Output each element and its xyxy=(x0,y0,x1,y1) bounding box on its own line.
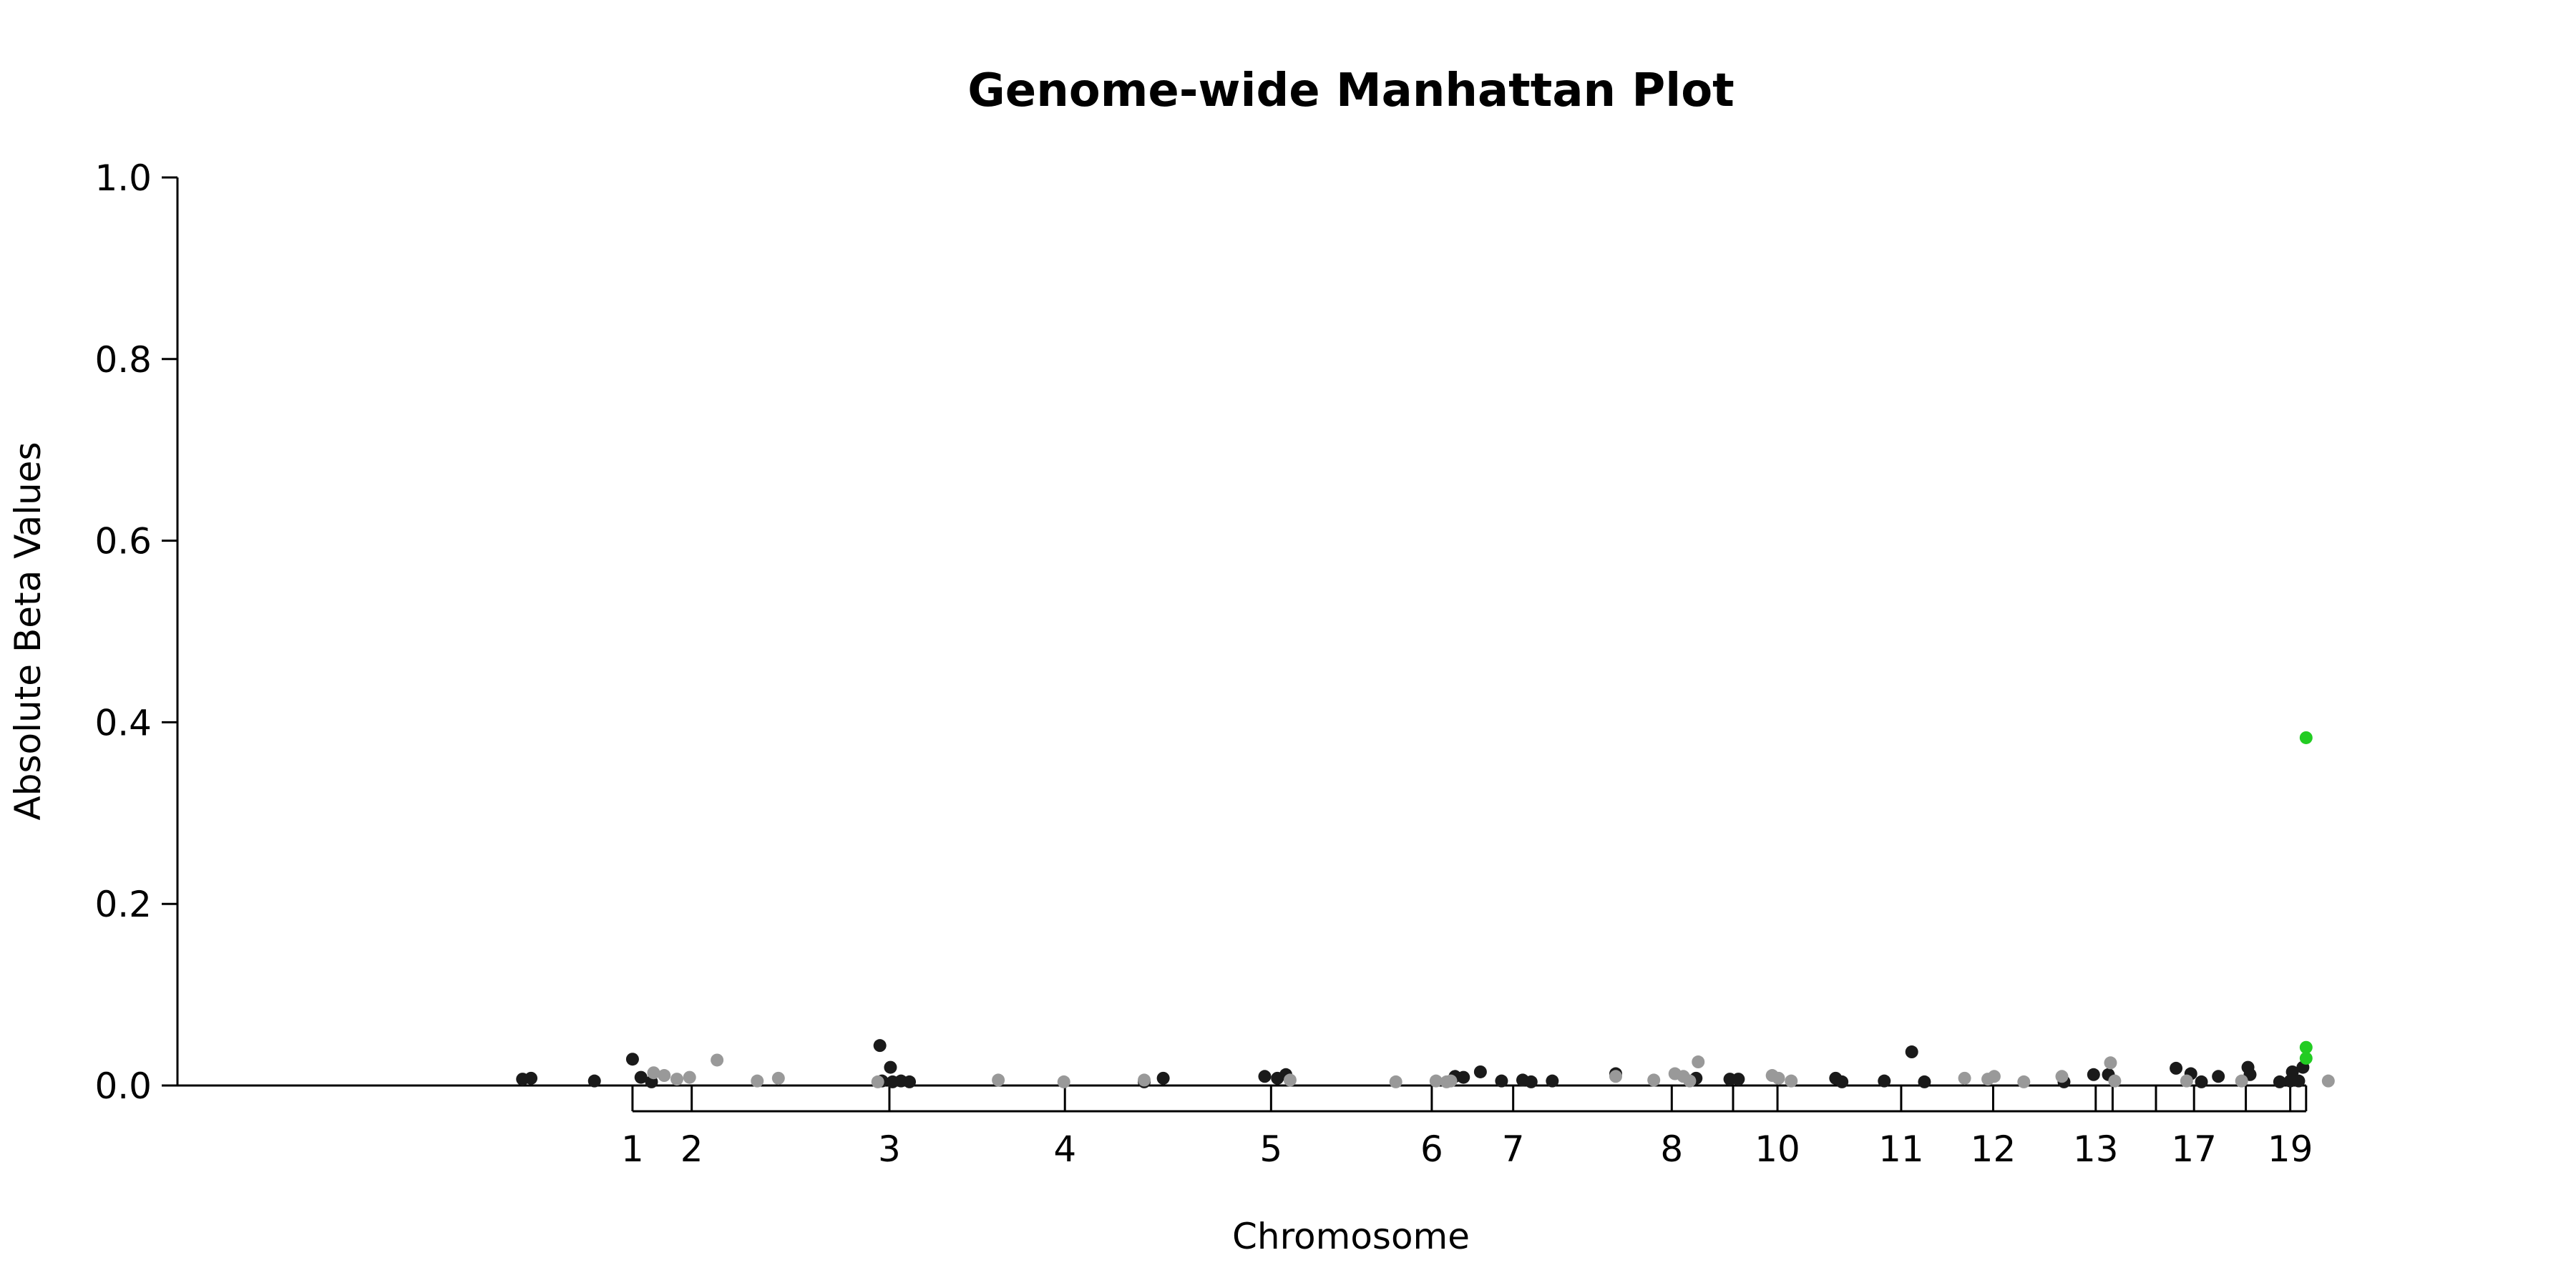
x-tick-label: 6 xyxy=(1420,1128,1443,1170)
x-tick-label: 7 xyxy=(1502,1128,1525,1170)
x-tick-label: 17 xyxy=(2171,1128,2217,1170)
data-point xyxy=(1546,1074,1559,1088)
data-point xyxy=(525,1071,538,1085)
x-tick-label: 10 xyxy=(1755,1128,1800,1170)
y-tick-label: 0.8 xyxy=(94,339,152,381)
y-axis: 0.0 0.2 0.4 0.6 0.8 1.0 xyxy=(94,157,179,1107)
data-point xyxy=(1473,1065,1487,1078)
x-tick-label: 1 xyxy=(621,1128,644,1170)
data-point xyxy=(873,1039,887,1053)
data-point xyxy=(1692,1055,1705,1069)
x-tick-label: 4 xyxy=(1053,1128,1076,1170)
data-point xyxy=(2017,1075,2031,1088)
y-tick-label: 0.4 xyxy=(94,702,152,743)
data-point xyxy=(1457,1070,1470,1084)
data-point xyxy=(2285,1065,2299,1078)
x-tick-label: 2 xyxy=(680,1128,703,1170)
y-axis-label: Absolute Beta Values xyxy=(7,442,49,821)
y-tick-label: 0.2 xyxy=(94,884,152,925)
x-axis: 1 2 3 4 5 6 7 8 10 11 12 13 17 19 xyxy=(177,1084,2313,1170)
x-tick-label: 3 xyxy=(878,1128,901,1170)
data-point xyxy=(647,1066,660,1080)
x-axis-label: Chromosome xyxy=(1232,1216,1470,1257)
data-point xyxy=(992,1073,1005,1087)
data-point xyxy=(903,1075,917,1088)
x-tick-label: 12 xyxy=(1971,1128,2016,1170)
data-point xyxy=(2180,1074,2193,1088)
data-point xyxy=(1283,1073,1297,1087)
data-point xyxy=(1138,1073,1151,1087)
data-point xyxy=(2299,731,2313,744)
data-point xyxy=(771,1071,785,1085)
data-point xyxy=(1495,1074,1508,1088)
data-point xyxy=(1905,1045,1918,1059)
x-tick-label: 11 xyxy=(1878,1128,1924,1170)
x-tick-label: 5 xyxy=(1259,1128,1282,1170)
data-point xyxy=(2299,1051,2313,1065)
x-tick-label: 8 xyxy=(1660,1128,1683,1170)
data-point xyxy=(871,1075,884,1088)
chart-title: Genome-wide Manhattan Plot xyxy=(967,64,1735,117)
data-point xyxy=(1057,1075,1070,1088)
data-point xyxy=(1732,1073,1745,1086)
data-point xyxy=(1918,1075,1931,1088)
data-point xyxy=(2292,1074,2306,1088)
data-point xyxy=(683,1070,696,1084)
y-tick-label: 0.6 xyxy=(94,521,152,562)
data-point xyxy=(1444,1074,1458,1088)
data-point xyxy=(711,1053,724,1067)
data-point xyxy=(1389,1075,1402,1088)
data-point xyxy=(1987,1070,2001,1083)
data-point xyxy=(658,1069,671,1083)
data-point xyxy=(2321,1074,2335,1088)
data-point xyxy=(2195,1075,2208,1088)
data-point xyxy=(1609,1070,1622,1083)
data-point xyxy=(1258,1070,1272,1083)
data-point xyxy=(1524,1075,1538,1088)
data-point xyxy=(1835,1075,1849,1088)
data-point xyxy=(1429,1074,1443,1088)
data-point xyxy=(1647,1073,1661,1087)
data-point xyxy=(1958,1071,1971,1085)
data-point xyxy=(1683,1074,1697,1088)
data-point xyxy=(625,1053,639,1066)
data-point xyxy=(2299,1040,2313,1054)
data-point xyxy=(2108,1074,2122,1088)
x-tick-label: 19 xyxy=(2268,1128,2313,1170)
data-points xyxy=(516,731,2335,1088)
data-point xyxy=(1878,1074,1891,1088)
y-tick-label: 1.0 xyxy=(94,157,152,199)
data-point xyxy=(2087,1068,2100,1081)
data-point xyxy=(634,1070,648,1084)
y-tick-label: 0.0 xyxy=(94,1065,152,1107)
data-point xyxy=(2273,1075,2286,1088)
data-point xyxy=(2170,1061,2183,1075)
data-point xyxy=(2104,1056,2117,1070)
x-tick-label: 13 xyxy=(2073,1128,2119,1170)
data-point xyxy=(1772,1071,1785,1085)
data-point xyxy=(751,1074,764,1088)
data-point xyxy=(2235,1074,2248,1088)
data-point xyxy=(587,1074,601,1088)
data-point xyxy=(1156,1071,1170,1085)
data-point xyxy=(2055,1070,2069,1083)
data-point xyxy=(1785,1074,1798,1088)
data-point xyxy=(884,1060,897,1074)
data-point xyxy=(670,1073,683,1086)
data-point xyxy=(2212,1070,2225,1083)
